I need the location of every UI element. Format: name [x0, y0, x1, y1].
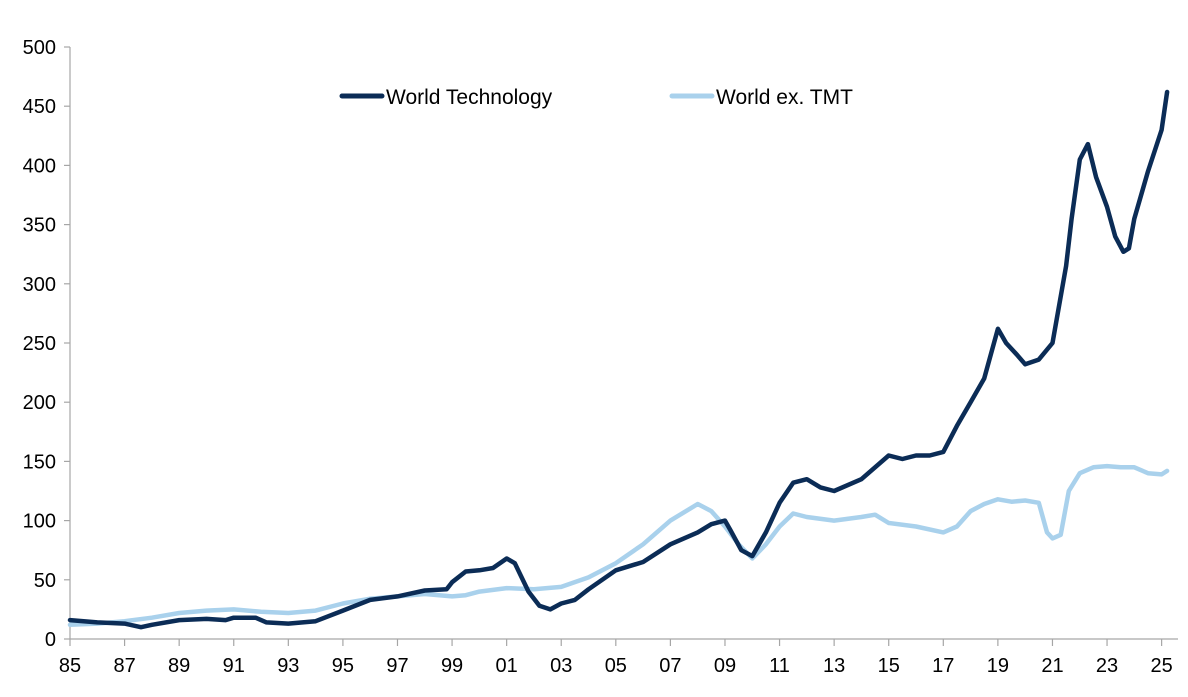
series-line-world-technology [67, 89, 1170, 630]
x-tick-label: 87 [113, 655, 135, 677]
y-tick-label: 400 [23, 155, 56, 177]
chart-legend: World Technology World ex. TMT [339, 86, 853, 109]
x-tick-label: 09 [714, 655, 736, 677]
x-tick-label: 97 [386, 655, 408, 677]
x-tick-label: 11 [769, 655, 790, 677]
x-tick-label: 01 [496, 655, 518, 677]
y-tick-label: 350 [23, 215, 56, 237]
y-tick-label: 50 [34, 570, 56, 592]
y-tick-label: 150 [23, 451, 56, 473]
x-tick-label: 21 [1041, 655, 1063, 677]
x-tick-label: 15 [878, 655, 900, 677]
y-tick-label: 0 [45, 629, 56, 651]
y-tick-label: 300 [23, 274, 56, 296]
y-tick-label: 100 [23, 511, 56, 533]
x-tick-label: 03 [550, 655, 572, 677]
x-tick-label: 89 [168, 655, 190, 677]
x-tick-label: 93 [277, 655, 299, 677]
x-tick-label: 99 [441, 655, 463, 677]
x-tick-label: 95 [332, 655, 354, 677]
series-line-world-ex-tmt [67, 463, 1170, 628]
x-tick-label: 25 [1151, 655, 1173, 677]
legend-label-world-technology: World Technology [386, 86, 553, 109]
y-tick-label: 450 [23, 96, 56, 118]
y-tick-label: 200 [23, 392, 56, 414]
x-tick-label: 85 [59, 655, 81, 677]
legend-label-world-ex-tmt: World ex. TMT [716, 86, 853, 109]
x-tick-label: 23 [1096, 655, 1118, 677]
x-tick-label: 91 [223, 655, 245, 677]
x-tick-label: 13 [823, 655, 845, 677]
x-tick-label: 19 [987, 655, 1009, 677]
y-tick-label: 500 [23, 37, 56, 59]
chart-series [67, 89, 1170, 630]
y-tick-label: 250 [23, 333, 56, 355]
x-tick-label: 07 [659, 655, 681, 677]
x-tick-label: 17 [932, 655, 954, 677]
x-tick-label: 05 [605, 655, 627, 677]
